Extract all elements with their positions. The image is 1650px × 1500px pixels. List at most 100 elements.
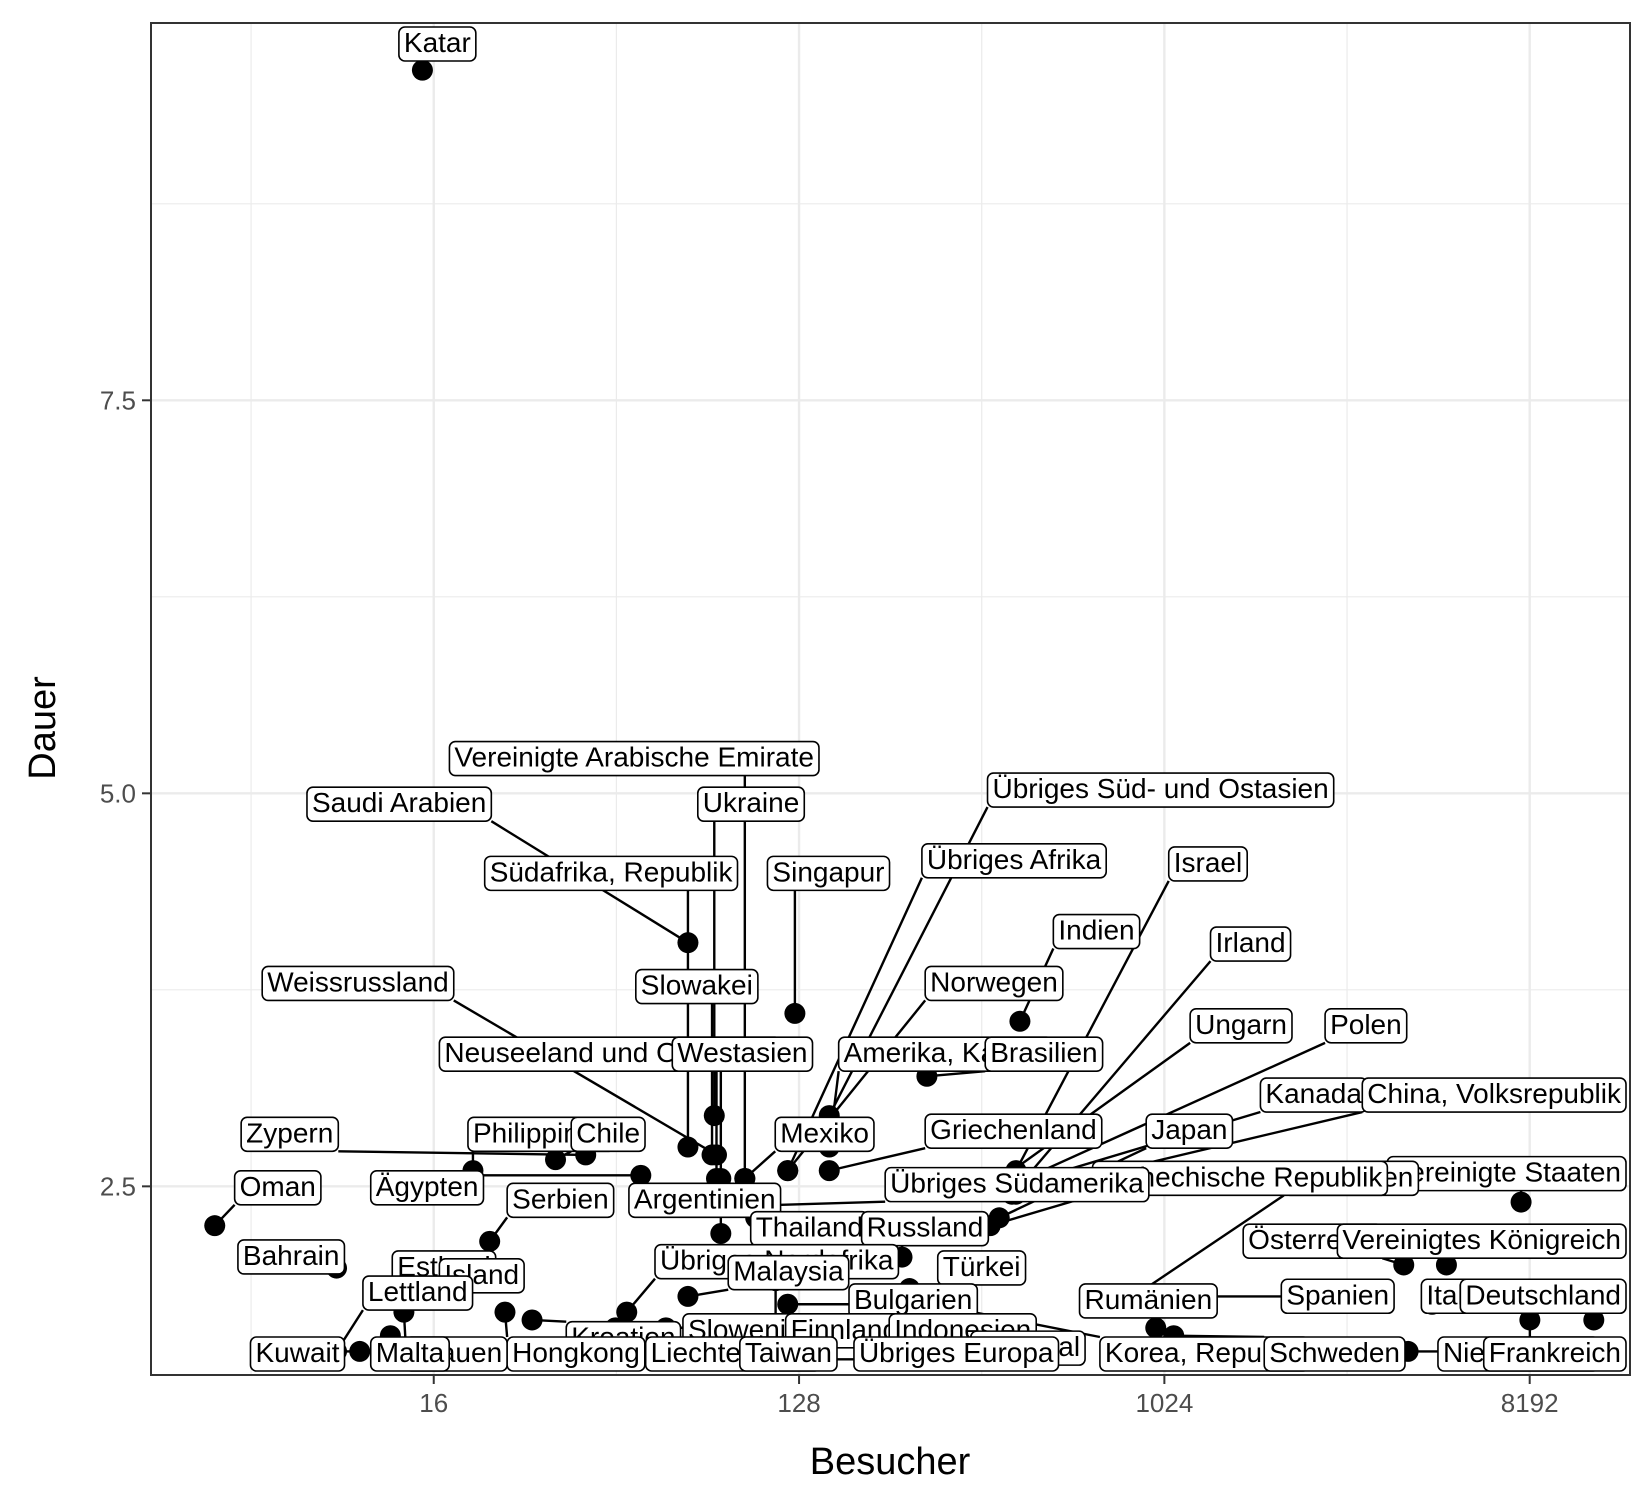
label-box [362,1275,474,1311]
data-point [1510,1191,1532,1213]
label-box [1052,913,1141,950]
point-label: Übriges Süd- und Ostasien [986,772,1335,808]
point-label: Brasilien [984,1036,1104,1072]
label-box [1324,1008,1408,1044]
data-point [411,59,433,81]
data-point [1145,1317,1167,1339]
label-box [369,1336,450,1372]
data-point [677,932,699,954]
label-box [984,1036,1104,1072]
point-label: Weissrussland [261,965,455,1002]
point-label: Polen [1324,1008,1408,1044]
label-text: Singapur [772,856,884,887]
label-box [1280,1278,1395,1315]
connector-line [769,1200,886,1207]
point-label: Oman [233,1169,322,1206]
label-box [506,1336,646,1372]
label-text: Brasilien [990,1037,1097,1068]
data-point [1393,1254,1415,1276]
label-box [237,1239,346,1275]
x-tick-label: 8192 [1501,1388,1559,1418]
y-tick-label: 7.5 [100,385,136,415]
label-text: Zypern [246,1117,333,1148]
label-text: Griechenland [930,1114,1097,1145]
data-point [1583,1309,1605,1331]
data-point [777,1293,799,1315]
data-point [545,1149,567,1171]
y-tick-label: 5.0 [100,778,136,808]
label-box [774,1116,875,1153]
label-box [1263,1336,1406,1372]
point-label: Slowakei [635,968,759,1005]
point-label: Saudi Arabien [306,786,493,822]
minor-gridlines [151,23,1630,1375]
label-box [924,965,1064,1002]
label-box [306,786,493,822]
point-label: Südafrika, Republik [483,855,739,892]
connector-line [338,1150,586,1157]
label-box [398,26,477,62]
point-label: China, Volksrepublik [1361,1077,1627,1113]
point-label: Zypern [240,1116,340,1153]
point-label: Deutschland [1459,1278,1627,1315]
label-box [727,1254,850,1291]
point-label: Übriges Südamerika [884,1166,1150,1203]
label-text: Taiwan [745,1337,832,1368]
label-text: Irland [1216,927,1286,958]
point-label: Norwegen [924,965,1064,1002]
data-point [710,1223,732,1245]
point-label: Spanien [1280,1278,1395,1315]
label-text: China, Volksrepublik [1367,1078,1622,1109]
label-text: Vereinigtes Königreich [1342,1224,1621,1255]
point-label: Übriges Europa [853,1336,1060,1372]
connector-line [1133,1194,1285,1298]
point-label: Übriges Afrika [921,842,1107,879]
label-text: Kanada [1265,1078,1362,1109]
data-point [677,1285,699,1307]
label-text: Norwegen [930,966,1058,997]
label-text: Ägypten [376,1171,479,1202]
label-text: Japan [1151,1114,1227,1145]
point-label: Japan [1145,1113,1234,1149]
label-box [628,1182,782,1219]
point-label: Vereinigte Arabische Emirate [448,740,820,777]
label-box [506,1182,615,1219]
point-label: Mexiko [774,1116,875,1153]
label-box [986,772,1335,808]
data-point [616,1301,638,1323]
x-tick-label: 128 [777,1388,820,1418]
point-label: Ukraine [696,786,806,822]
point-label: Westasien [671,1036,814,1072]
label-text: Bahrain [243,1240,340,1271]
data-point [703,1105,725,1127]
label-text: Mexiko [780,1117,869,1148]
point-label: Malaysia [727,1254,850,1291]
label-box [921,842,1107,879]
connector-line [828,1147,926,1172]
label-text: Serbien [512,1183,609,1214]
label-text: Deutschland [1465,1279,1621,1310]
label-text: Slowakei [641,970,753,1001]
point-label: Schweden [1263,1336,1406,1372]
label-text: Übriges Europa [859,1337,1054,1368]
label-box [1145,1113,1234,1149]
data-point [349,1340,371,1362]
data-point [630,1164,652,1186]
point-label: Taiwan [739,1336,838,1372]
y-tick-label: 2.5 [100,1171,136,1201]
data-point [701,1144,723,1166]
point-label: Kuwait [249,1336,346,1372]
point-label: Türkei [936,1250,1027,1286]
label-text: Russland [867,1212,984,1243]
label-text: Türkei [943,1251,1021,1282]
point-label: Frankreich [1482,1336,1627,1372]
label-text: Hongkong [512,1337,640,1368]
point-label: Malta [369,1336,450,1372]
data-point [1435,1254,1457,1276]
point-label: Vereinigte Staaten [1386,1155,1627,1192]
label-box [766,855,891,892]
label-text: Kuwait [255,1337,339,1368]
panel-border [150,22,1631,1376]
label-box [1459,1278,1627,1315]
point-label: Lettland [362,1275,474,1311]
